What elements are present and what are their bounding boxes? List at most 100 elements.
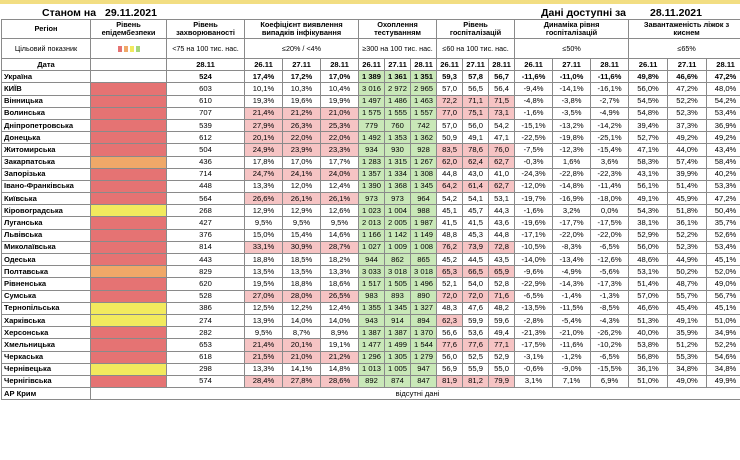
- hospitalization-value: 72,0: [436, 289, 464, 303]
- testing-value: 1 557: [410, 106, 438, 120]
- table-row: КИЇВ 603 10,1% 10,3% 10,4% 3 016 2 972 2 965 57,…: [1, 82, 740, 96]
- beds-value: 52,9%: [628, 228, 669, 242]
- target-test: ≥300 на 100 тис. нас.: [358, 38, 438, 59]
- testing-value: 1 283: [358, 155, 386, 169]
- column-header-row: Регіон Рівень епідембезпеки Рівень захво…: [1, 19, 740, 39]
- dynamics-value: -14,2%: [590, 118, 630, 133]
- hospitalization-value: 49,4: [488, 326, 516, 340]
- detection-value: 8,7%: [282, 326, 321, 340]
- region-name: Миколаївська: [1, 240, 91, 255]
- dynamics-value: 3,1%: [514, 374, 554, 389]
- incidence-value: 274: [166, 313, 245, 328]
- hospitalization-value: 56,5: [462, 82, 490, 96]
- beds-value: 52,2%: [667, 94, 708, 108]
- beds-value: 53,4%: [706, 240, 740, 255]
- testing-value: 1 357: [358, 167, 386, 181]
- table-row: Кіровоградська 268 12,9% 12,9% 12,6% 1 023 1 0…: [1, 204, 740, 218]
- testing-value: 892: [358, 374, 386, 389]
- testing-value: 1 267: [410, 155, 438, 169]
- region-name: Волинська: [1, 106, 91, 120]
- testing-value: 1 345: [384, 301, 412, 315]
- hospitalization-value: 54,1: [462, 192, 490, 206]
- epi-level: [90, 143, 167, 157]
- hospitalization-value: 47,1: [488, 131, 516, 145]
- legend-swatch-3: [135, 45, 140, 52]
- dynamics-value: -22,0%: [552, 228, 592, 242]
- region-name: Івано-Франківська: [1, 179, 91, 194]
- testing-value: 874: [384, 374, 412, 389]
- detection-value: 14,6%: [319, 228, 360, 242]
- hospitalization-value: 72,8: [488, 240, 516, 255]
- dynamics-value: -14,8%: [552, 179, 592, 194]
- detection-value: 17,2%: [282, 70, 321, 84]
- testing-value: 1 334: [384, 167, 412, 181]
- epi-level: [90, 362, 167, 376]
- beds-value: 44,0%: [667, 143, 708, 157]
- dynamics-value: -21,3%: [514, 326, 554, 340]
- detection-value: 14,1%: [282, 362, 321, 376]
- hospitalization-value: 53,6: [462, 326, 490, 340]
- detection-value: 17,4%: [244, 70, 283, 84]
- beds-value: 54,6%: [706, 350, 740, 364]
- hospitalization-value: 54,2: [488, 118, 516, 133]
- region-name: Чернігівська: [1, 374, 91, 389]
- testing-value: 1 390: [358, 179, 386, 194]
- detection-value: 10,3%: [282, 82, 321, 96]
- detection-value: 19,1%: [319, 338, 360, 352]
- dynamics-value: -22,5%: [514, 131, 554, 145]
- beds-value: 54,8%: [628, 106, 669, 120]
- testing-value: 930: [384, 143, 412, 157]
- hospitalization-value: 57,0: [436, 82, 464, 96]
- hospitalization-value: 47,6: [462, 301, 490, 315]
- dynamics-value: -17,1%: [514, 228, 554, 242]
- detection-value: 28,6%: [319, 374, 360, 389]
- hospitalization-value: 77,0: [436, 106, 464, 120]
- dynamics-value: -13,5%: [514, 301, 554, 315]
- incidence-value: 610: [166, 94, 245, 108]
- region-name: Донецька: [1, 131, 91, 145]
- testing-value: 1 575: [358, 106, 386, 120]
- testing-value: 988: [410, 204, 438, 218]
- table-row: Полтавська 829 13,5% 13,5% 13,3% 3 033 3 018 3 …: [1, 265, 740, 279]
- epi-level: [90, 313, 167, 328]
- epi-level: [90, 326, 167, 340]
- hospitalization-value: 43,0: [462, 167, 490, 181]
- hospitalization-value: 45,1: [436, 204, 464, 218]
- target-row: Цільовий показник <75 на 100 тис. нас. ≤…: [1, 38, 740, 59]
- detection-value: 13,5%: [244, 265, 283, 279]
- epi-level: [90, 374, 167, 389]
- dynamics-value: -8,3%: [552, 240, 592, 255]
- detection-value: 17,0%: [282, 155, 321, 169]
- detection-value: 10,4%: [319, 82, 360, 96]
- target-inc: <75 на 100 тис. нас.: [166, 38, 245, 59]
- dynamics-value: -3,1%: [514, 350, 554, 364]
- beds-value: 34,9%: [706, 326, 740, 340]
- beds-value: 45,4%: [667, 301, 708, 315]
- incidence-value: 427: [166, 216, 245, 230]
- dynamics-value: -7,5%: [514, 143, 554, 157]
- testing-value: 934: [358, 143, 386, 157]
- incidence-value: 612: [166, 131, 245, 145]
- table-row: Одеська 443 18,8% 18,5% 18,2% 944 862 865 45,2 44…: [1, 252, 740, 267]
- table-row: Львівська 376 15,0% 15,4% 14,6% 1 166 1 142 1 1…: [1, 228, 740, 242]
- dynamics-value: -13,2%: [552, 118, 592, 133]
- crimea-name: АР Крим: [1, 387, 91, 401]
- hospitalization-value: 45,2: [436, 252, 464, 267]
- col-hosp: Рівень госпіталізацій: [436, 19, 516, 39]
- detection-value: 21,0%: [319, 106, 360, 120]
- dynamics-value: -18,0%: [590, 192, 630, 206]
- hospitalization-value: 56,0: [436, 350, 464, 364]
- incidence-value: 436: [166, 155, 245, 169]
- epi-level: [90, 70, 167, 84]
- detection-value: 33,1%: [244, 240, 283, 255]
- beds-value: 38,1%: [628, 216, 669, 230]
- detection-value: 14,0%: [282, 313, 321, 328]
- beds-value: 52,7%: [628, 131, 669, 145]
- epi-level: [90, 216, 167, 230]
- dynamics-value: -5,4%: [552, 313, 592, 328]
- epi-level: [90, 265, 167, 279]
- hospitalization-value: 62,4: [462, 155, 490, 169]
- hospitalization-value: 43,5: [488, 252, 516, 267]
- region-name: Харківська: [1, 313, 91, 328]
- dynamics-value: -21,0%: [552, 326, 592, 340]
